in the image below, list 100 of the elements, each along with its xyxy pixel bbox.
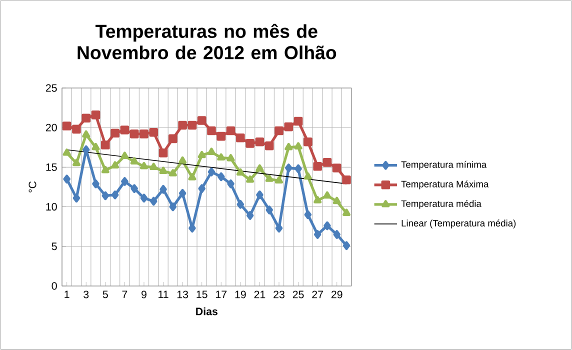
y-tick-label: 25 bbox=[46, 84, 57, 92]
point bbox=[198, 184, 206, 193]
y-axis-title: °C bbox=[28, 181, 36, 192]
point bbox=[72, 158, 80, 166]
point bbox=[332, 196, 341, 204]
point bbox=[130, 184, 138, 193]
point bbox=[150, 196, 158, 206]
x-tick-label: 7 bbox=[122, 290, 128, 298]
point bbox=[62, 122, 72, 130]
point bbox=[256, 164, 264, 172]
y-tick-label: 10 bbox=[46, 203, 57, 211]
point bbox=[236, 168, 244, 176]
point bbox=[62, 148, 71, 156]
point bbox=[91, 110, 100, 120]
point bbox=[304, 137, 312, 146]
point bbox=[188, 173, 196, 180]
point bbox=[294, 142, 302, 150]
point bbox=[284, 142, 293, 150]
point bbox=[313, 162, 322, 171]
point bbox=[140, 130, 148, 138]
point bbox=[149, 128, 158, 137]
y-tick-label: 15 bbox=[46, 163, 57, 171]
y-tick-label: 5 bbox=[52, 242, 57, 250]
x-tick-label: 15 bbox=[196, 290, 208, 298]
point bbox=[275, 224, 283, 233]
point bbox=[168, 134, 178, 144]
point bbox=[322, 158, 332, 167]
x-tick-label: 29 bbox=[331, 290, 342, 298]
point bbox=[82, 114, 91, 122]
point bbox=[264, 141, 274, 150]
point bbox=[120, 126, 130, 134]
point bbox=[207, 126, 216, 136]
point bbox=[285, 164, 292, 172]
point bbox=[92, 142, 100, 150]
point bbox=[227, 179, 234, 188]
point bbox=[169, 202, 177, 212]
point bbox=[342, 208, 350, 216]
x-tick-label: 3 bbox=[84, 290, 89, 298]
point bbox=[275, 176, 283, 184]
point bbox=[150, 162, 158, 170]
x-tick-label: 1 bbox=[64, 290, 70, 298]
point bbox=[246, 211, 254, 220]
x-tick-label: 5 bbox=[102, 290, 108, 298]
point bbox=[102, 191, 110, 200]
point bbox=[324, 221, 331, 230]
point bbox=[304, 210, 312, 220]
x-tick-label: 19 bbox=[235, 290, 246, 298]
point bbox=[168, 169, 177, 176]
y-tick-label: 20 bbox=[46, 124, 57, 132]
x-tick-label: 23 bbox=[274, 290, 284, 298]
point bbox=[323, 191, 332, 199]
point bbox=[284, 122, 294, 132]
point bbox=[82, 130, 90, 138]
point bbox=[72, 194, 80, 202]
point bbox=[92, 179, 100, 188]
legend-label: Temperatura mínima bbox=[401, 160, 487, 170]
point bbox=[294, 116, 303, 126]
point bbox=[178, 188, 186, 198]
legend-label: Linear (Temperatura média) bbox=[402, 220, 516, 228]
x-axis-title: Dias bbox=[196, 307, 218, 316]
point bbox=[226, 154, 235, 162]
point bbox=[101, 166, 110, 174]
point bbox=[266, 206, 273, 214]
point bbox=[246, 175, 254, 183]
x-tick-label: 11 bbox=[158, 290, 168, 298]
point bbox=[236, 133, 245, 142]
point bbox=[110, 128, 120, 138]
point bbox=[111, 190, 119, 200]
x-tick-label: 17 bbox=[216, 290, 227, 298]
point bbox=[101, 140, 110, 150]
chart-title: Temperaturas no mês de Novembro de 2012 em Olhão bbox=[78, 24, 336, 60]
point bbox=[140, 194, 148, 202]
point bbox=[130, 157, 138, 165]
point bbox=[111, 161, 120, 168]
point bbox=[140, 162, 148, 170]
point bbox=[342, 175, 351, 184]
point bbox=[160, 184, 167, 194]
point bbox=[208, 168, 216, 176]
point bbox=[178, 156, 187, 164]
x-tick-label: 13 bbox=[177, 290, 188, 298]
point bbox=[333, 230, 340, 239]
x-tick-label: 27 bbox=[312, 290, 323, 298]
point bbox=[178, 120, 187, 130]
point bbox=[342, 241, 350, 250]
point bbox=[197, 116, 206, 125]
point bbox=[256, 190, 264, 200]
point bbox=[246, 139, 254, 148]
point bbox=[314, 196, 322, 204]
point bbox=[294, 164, 302, 174]
point bbox=[255, 137, 264, 146]
point bbox=[217, 153, 226, 161]
point bbox=[72, 124, 81, 134]
legend-label: Temperatura média bbox=[401, 200, 482, 209]
point bbox=[120, 152, 129, 159]
point bbox=[332, 164, 342, 172]
point bbox=[188, 120, 197, 130]
point bbox=[265, 174, 274, 182]
point bbox=[274, 126, 284, 136]
point bbox=[159, 166, 168, 174]
x-tick-label: 25 bbox=[292, 290, 304, 298]
